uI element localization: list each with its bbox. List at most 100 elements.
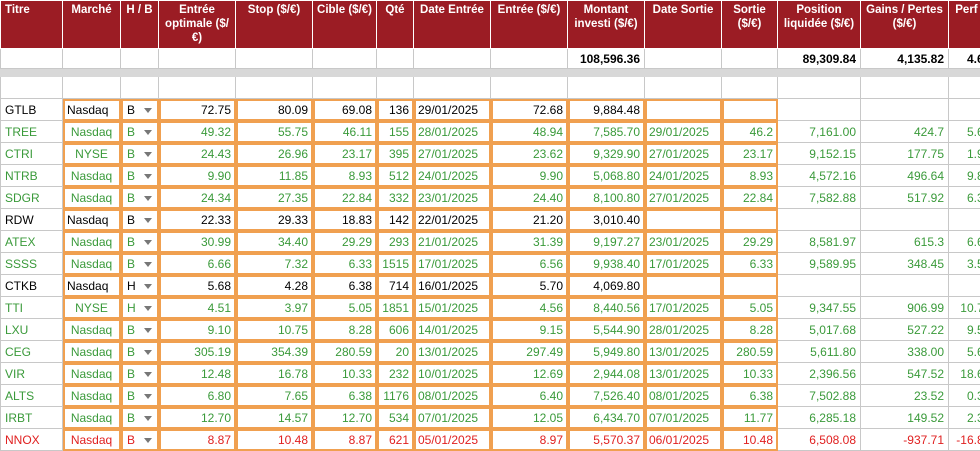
cell-sortie[interactable]: 6.33 [722, 253, 778, 275]
cell-marche[interactable]: Nasdaq [63, 209, 121, 231]
cell-gains-pertes[interactable]: -937.71 [861, 429, 949, 451]
dropdown-arrow-icon[interactable] [144, 372, 152, 377]
cell-perf[interactable]: 6.69% [949, 231, 980, 253]
cell-position-liquidee[interactable]: 9,152.15 [778, 143, 861, 165]
cell-entree-optimale[interactable]: 9.90 [159, 165, 236, 187]
cell-stop[interactable]: 27.35 [236, 187, 313, 209]
cell-stop[interactable]: 7.32 [236, 253, 313, 275]
cell-hb-select[interactable]: B [121, 363, 159, 385]
cell-qte[interactable]: 20 [377, 341, 414, 363]
cell-date-sortie[interactable]: 23/01/2025 [645, 231, 722, 253]
header-date-sortie[interactable]: Date Sortie [645, 1, 722, 49]
cell-entree-optimale[interactable]: 5.68 [159, 275, 236, 297]
cell-gains-pertes[interactable]: 338.00 [861, 341, 949, 363]
cell-montant-investi[interactable]: 8,440.56 [568, 297, 645, 319]
cell-hb-select[interactable]: B [121, 341, 159, 363]
header-position-liquidee[interactable]: Position liquidée ($/€) [778, 1, 861, 49]
cell-cible[interactable]: 22.84 [313, 187, 377, 209]
cell-perf[interactable]: 5.60% [949, 121, 980, 143]
cell-gains-pertes[interactable] [861, 209, 949, 231]
cell-stop[interactable]: 10.75 [236, 319, 313, 341]
dropdown-arrow-icon[interactable] [144, 218, 152, 223]
cell-date-entree[interactable]: 17/01/2025 [414, 253, 491, 275]
cell-gains-pertes[interactable]: 348.45 [861, 253, 949, 275]
cell-entree-optimale[interactable]: 24.43 [159, 143, 236, 165]
cell-marche[interactable]: Nasdaq [63, 319, 121, 341]
cell-entree-optimale[interactable]: 6.66 [159, 253, 236, 275]
cell-sortie[interactable]: 23.17 [722, 143, 778, 165]
cell-entree-optimale[interactable]: 12.48 [159, 363, 236, 385]
cell-position-liquidee[interactable] [778, 99, 861, 121]
cell-qte[interactable]: 1851 [377, 297, 414, 319]
cell-titre[interactable]: NTRB [1, 165, 63, 187]
cell-date-entree[interactable]: 16/01/2025 [414, 275, 491, 297]
cell-qte[interactable]: 293 [377, 231, 414, 253]
cell-entree[interactable]: 9.15 [491, 319, 568, 341]
cell-gains-pertes[interactable]: 547.52 [861, 363, 949, 385]
cell-sortie[interactable] [722, 275, 778, 297]
cell-date-sortie[interactable] [645, 99, 722, 121]
cell-qte[interactable]: 332 [377, 187, 414, 209]
cell-titre[interactable]: NNOX [1, 429, 63, 451]
cell-marche[interactable]: Nasdaq [63, 165, 121, 187]
cell-stop[interactable]: 26.96 [236, 143, 313, 165]
header-entree[interactable]: Entrée ($/€) [491, 1, 568, 49]
cell-qte[interactable]: 232 [377, 363, 414, 385]
cell-date-entree[interactable]: 22/01/2025 [414, 209, 491, 231]
total-position-liquidee[interactable]: 89,309.84 [778, 49, 861, 69]
cell-date-sortie[interactable] [645, 275, 722, 297]
cell-hb-select[interactable]: B [121, 143, 159, 165]
cell-cible[interactable]: 6.33 [313, 253, 377, 275]
cell-date-sortie[interactable]: 08/01/2025 [645, 385, 722, 407]
cell-cible[interactable]: 6.38 [313, 275, 377, 297]
cell-sortie[interactable]: 5.05 [722, 297, 778, 319]
cell-position-liquidee[interactable]: 8,581.97 [778, 231, 861, 253]
total-montant-investi[interactable]: 108,596.36 [568, 49, 645, 69]
cell-gains-pertes[interactable]: 23.52 [861, 385, 949, 407]
cell-cible[interactable]: 46.11 [313, 121, 377, 143]
cell-gains-pertes[interactable]: 517.92 [861, 187, 949, 209]
cell-cible[interactable]: 23.17 [313, 143, 377, 165]
cell-position-liquidee[interactable]: 4,572.16 [778, 165, 861, 187]
cell-hb-select[interactable]: B [121, 121, 159, 143]
header-cible[interactable]: Cible ($/€) [313, 1, 377, 49]
cell-sortie[interactable]: 6.38 [722, 385, 778, 407]
cell-hb-select[interactable]: B [121, 99, 159, 121]
cell-marche[interactable]: Nasdaq [63, 363, 121, 385]
cell-position-liquidee[interactable] [778, 209, 861, 231]
cell-gains-pertes[interactable]: 424.7 [861, 121, 949, 143]
dropdown-arrow-icon[interactable] [144, 108, 152, 113]
cell-entree-optimale[interactable]: 72.75 [159, 99, 236, 121]
cell-gains-pertes[interactable]: 906.99 [861, 297, 949, 319]
header-sortie[interactable]: Sortie ($/€) [722, 1, 778, 49]
cell-qte[interactable]: 136 [377, 99, 414, 121]
cell-date-sortie[interactable]: 27/01/2025 [645, 187, 722, 209]
dropdown-arrow-icon[interactable] [144, 240, 152, 245]
cell-sortie[interactable]: 46.2 [722, 121, 778, 143]
dropdown-arrow-icon[interactable] [144, 328, 152, 333]
cell-date-entree[interactable]: 29/01/2025 [414, 99, 491, 121]
cell-qte[interactable]: 1515 [377, 253, 414, 275]
cell-entree[interactable]: 31.39 [491, 231, 568, 253]
cell-marche[interactable]: Nasdaq [63, 231, 121, 253]
cell-sortie[interactable] [722, 209, 778, 231]
cell-qte[interactable]: 395 [377, 143, 414, 165]
cell-stop[interactable]: 55.75 [236, 121, 313, 143]
cell-sortie[interactable]: 10.48 [722, 429, 778, 451]
cell-position-liquidee[interactable]: 5,017.68 [778, 319, 861, 341]
dropdown-arrow-icon[interactable] [144, 284, 152, 289]
cell-entree[interactable]: 6.56 [491, 253, 568, 275]
cell-marche[interactable]: Nasdaq [63, 275, 121, 297]
cell-entree[interactable]: 5.70 [491, 275, 568, 297]
cell-entree-optimale[interactable]: 22.33 [159, 209, 236, 231]
cell-montant-investi[interactable]: 8,100.80 [568, 187, 645, 209]
cell-marche[interactable]: Nasdaq [63, 385, 121, 407]
cell-entree-optimale[interactable]: 8.87 [159, 429, 236, 451]
cell-sortie[interactable]: 10.33 [722, 363, 778, 385]
cell-hb-select[interactable]: H [121, 275, 159, 297]
cell-cible[interactable]: 8.28 [313, 319, 377, 341]
cell-entree[interactable]: 297.49 [491, 341, 568, 363]
cell-cible[interactable]: 18.83 [313, 209, 377, 231]
cell-hb-select[interactable]: H [121, 297, 159, 319]
cell-stop[interactable]: 34.40 [236, 231, 313, 253]
